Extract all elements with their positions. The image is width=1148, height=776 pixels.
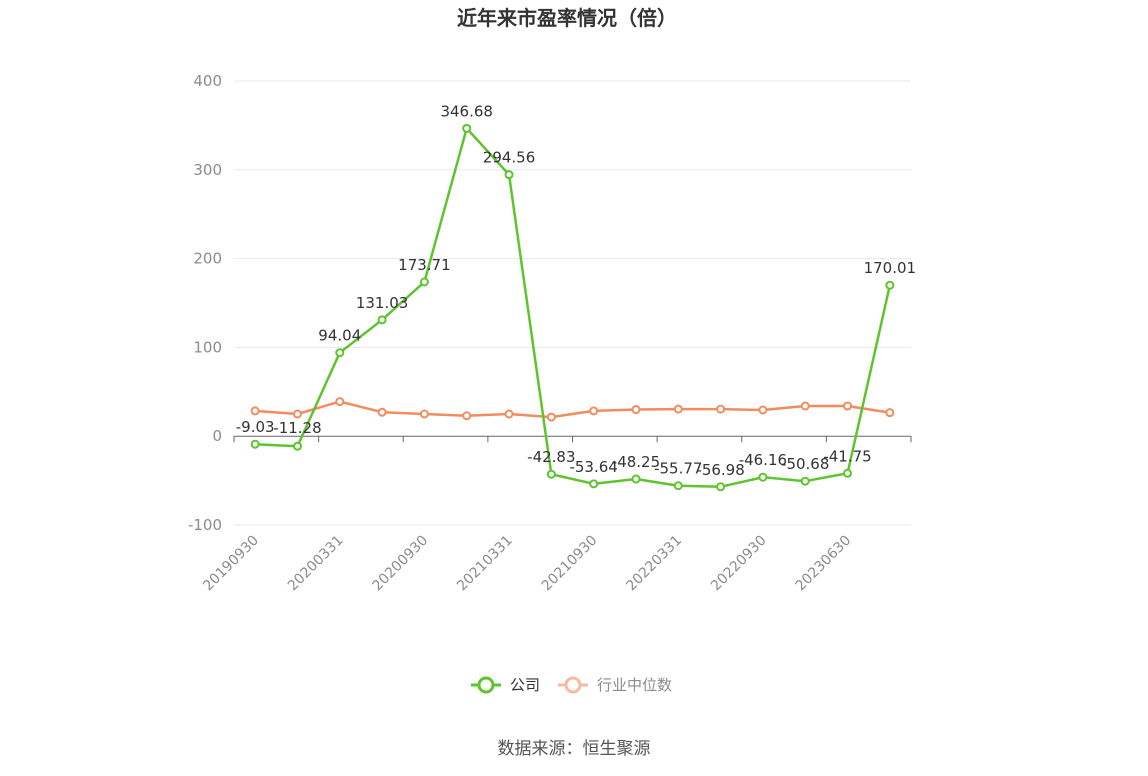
data-point-industry <box>250 406 260 416</box>
data-point-industry <box>462 411 472 421</box>
y-tick-label: 400 <box>193 72 222 90</box>
data-point-company <box>800 476 810 486</box>
x-tick-label: 20230630 <box>793 533 855 595</box>
data-point-company <box>758 472 768 482</box>
data-point-company <box>292 441 302 451</box>
legend-item-industry[interactable]: 行业中位数 <box>558 676 672 694</box>
data-label-company: -9.03 <box>236 418 275 436</box>
data-point-industry <box>758 405 768 415</box>
x-tick-label: 20200930 <box>370 533 432 595</box>
data-label-company: -53.64 <box>569 458 617 476</box>
data-label-company: 170.01 <box>864 259 917 277</box>
data-point-company <box>250 439 260 449</box>
data-label-company: -41.75 <box>823 447 871 465</box>
data-point-company <box>631 474 641 484</box>
data-point-industry <box>546 412 556 422</box>
chart-title: 近年来市盈率情况（倍） <box>457 6 677 30</box>
data-label-company: 94.04 <box>318 327 361 345</box>
data-label-company: 294.56 <box>483 149 536 167</box>
data-point-company <box>419 277 429 287</box>
data-label-company: -42.83 <box>527 448 575 466</box>
data-label-company: -48.25 <box>612 453 660 471</box>
data-label-company: -55.77 <box>654 460 702 478</box>
y-tick-label: 300 <box>193 161 222 179</box>
legend-company-marker-icon <box>477 676 495 694</box>
data-point-company <box>673 481 683 491</box>
x-tick-label: 20210930 <box>539 533 601 595</box>
legend-company-label: 公司 <box>510 676 540 694</box>
legend-item-company[interactable]: 公司 <box>471 676 540 694</box>
data-point-industry <box>716 404 726 414</box>
data-point-company <box>716 482 726 492</box>
data-point-company <box>546 469 556 479</box>
data-label-company: -50.68 <box>781 455 829 473</box>
x-tick-label: 20220331 <box>623 533 685 595</box>
legend-industry-label: 行业中位数 <box>597 676 672 694</box>
series-line-company <box>255 127 892 489</box>
x-tick-label: 20210331 <box>454 533 516 595</box>
data-point-company <box>462 123 472 133</box>
data-label-company: -11.28 <box>273 419 321 437</box>
legend-industry-marker-icon <box>564 676 582 694</box>
data-point-industry <box>419 409 429 419</box>
data-point-industry <box>377 407 387 417</box>
y-tick-label: 200 <box>193 250 222 268</box>
data-point-company <box>504 170 514 180</box>
data-point-industry <box>631 405 641 415</box>
x-tick-label: 20200331 <box>285 533 347 595</box>
series-line-industry <box>255 400 891 419</box>
data-label-layer: -9.03-11.28 94.04 131.03 173.71 346.68 294.56… <box>236 102 916 478</box>
data-label-company: -56.98 <box>696 461 744 479</box>
x-tick-label: 20220930 <box>708 533 770 595</box>
data-label-company: 346.68 <box>440 102 493 120</box>
data-point-industry <box>335 397 345 407</box>
data-point-industry <box>589 406 599 416</box>
data-point-industry <box>673 404 683 414</box>
data-point-company <box>885 280 895 290</box>
data-label-company: 131.03 <box>356 294 409 312</box>
data-point-company <box>335 348 345 358</box>
data-point-industry <box>885 408 895 418</box>
data-point-company <box>589 479 599 489</box>
data-point-industry <box>843 401 853 411</box>
data-label-company: 173.71 <box>398 256 451 274</box>
data-point-company <box>843 468 853 478</box>
y-tick-label: -100 <box>188 516 222 534</box>
x-tick-label: 20190930 <box>200 533 262 595</box>
data-point-industry <box>800 401 810 411</box>
data-point-company <box>377 315 387 325</box>
data-point-industry <box>292 409 302 419</box>
data-point-industry <box>504 409 514 419</box>
axis-layer: -100 0 100 200 300 400 20190930 20200331 2020093… <box>188 72 912 595</box>
y-tick-label: 0 <box>212 427 222 445</box>
series-layer <box>250 123 895 492</box>
legend[interactable]: 公司 行业中位数 <box>471 676 672 694</box>
data-source-text: 数据来源：恒生聚源 <box>498 739 651 759</box>
data-label-company: -46.16 <box>739 451 787 469</box>
y-tick-label: 100 <box>193 338 222 356</box>
